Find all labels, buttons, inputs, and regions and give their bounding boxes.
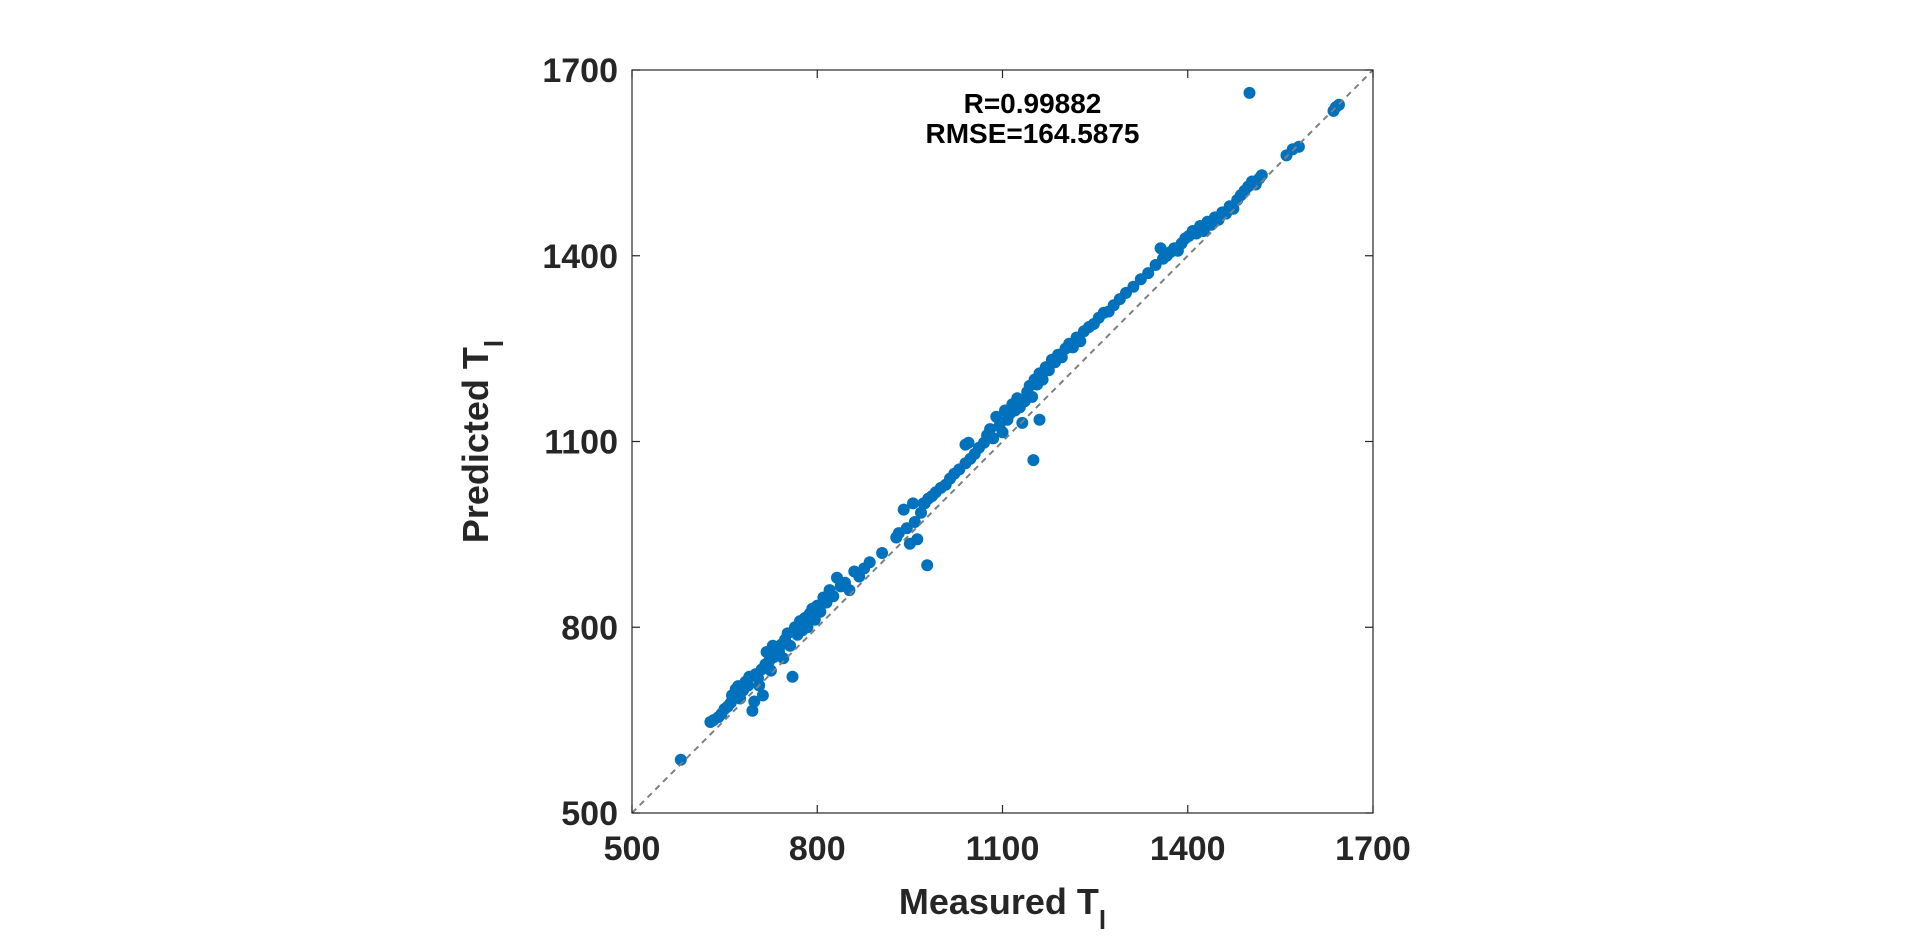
y-tick-label: 1100	[544, 424, 618, 462]
data-point	[921, 559, 934, 572]
data-point	[674, 753, 687, 766]
data-point	[908, 516, 921, 528]
data-point	[764, 664, 777, 677]
data-point	[784, 639, 797, 652]
data-point	[1026, 390, 1039, 403]
data-point	[827, 590, 840, 603]
data-point	[1127, 280, 1140, 293]
data-point	[917, 497, 930, 510]
data-point	[1292, 140, 1305, 153]
data-point	[801, 621, 814, 634]
data-point	[1027, 454, 1040, 467]
y-axis-label-subscript: l	[479, 340, 509, 347]
x-tick-label: 1400	[1150, 830, 1226, 868]
y-axis-label: Predicted Tl	[455, 340, 509, 543]
data-point	[863, 556, 876, 569]
y-tick-label: 1400	[542, 238, 618, 276]
data-point	[756, 689, 769, 702]
axis-ticks: 500 800 1100 1400 1700 500 800 1100 1400 1700	[542, 52, 1410, 868]
data-point	[1036, 373, 1049, 386]
data-point	[777, 652, 790, 665]
data-point	[1074, 335, 1087, 348]
data-point	[1255, 169, 1268, 182]
data-point	[915, 506, 927, 519]
data-point	[990, 410, 1003, 423]
y-tick-label: 800	[561, 609, 618, 647]
data-point	[996, 426, 1009, 439]
data-point	[907, 497, 919, 510]
x-axis-label-subscript: l	[1099, 905, 1106, 935]
data-point	[987, 432, 1000, 445]
x-axis-label: Measured Tl	[899, 881, 1106, 935]
data-point	[1243, 86, 1256, 99]
x-tick-label: 1100	[966, 830, 1040, 868]
data-points	[674, 86, 1345, 766]
x-tick-label: 1700	[1335, 830, 1411, 868]
data-point	[746, 704, 759, 717]
data-point	[1042, 364, 1055, 377]
reference-line	[631, 69, 1374, 814]
data-point	[984, 423, 997, 436]
data-point	[786, 670, 799, 683]
data-point	[911, 533, 924, 546]
y-tick-label: 500	[561, 795, 618, 833]
x-tick-label: 500	[604, 830, 661, 868]
rmse-annotation: RMSE=164.5875	[925, 118, 1139, 149]
data-point	[1033, 413, 1046, 426]
data-point	[876, 547, 889, 559]
data-point	[1142, 267, 1155, 280]
data-point	[814, 605, 827, 618]
y-axis-label-main: Predicted T	[455, 347, 496, 543]
data-point	[962, 436, 975, 449]
data-point	[897, 503, 910, 516]
data-point	[748, 695, 761, 708]
x-axis-label-main: Measured T	[899, 881, 1099, 922]
r-annotation: R=0.99882	[964, 88, 1102, 119]
x-tick-label: 800	[789, 830, 846, 868]
y-tick-label: 1700	[542, 52, 618, 90]
